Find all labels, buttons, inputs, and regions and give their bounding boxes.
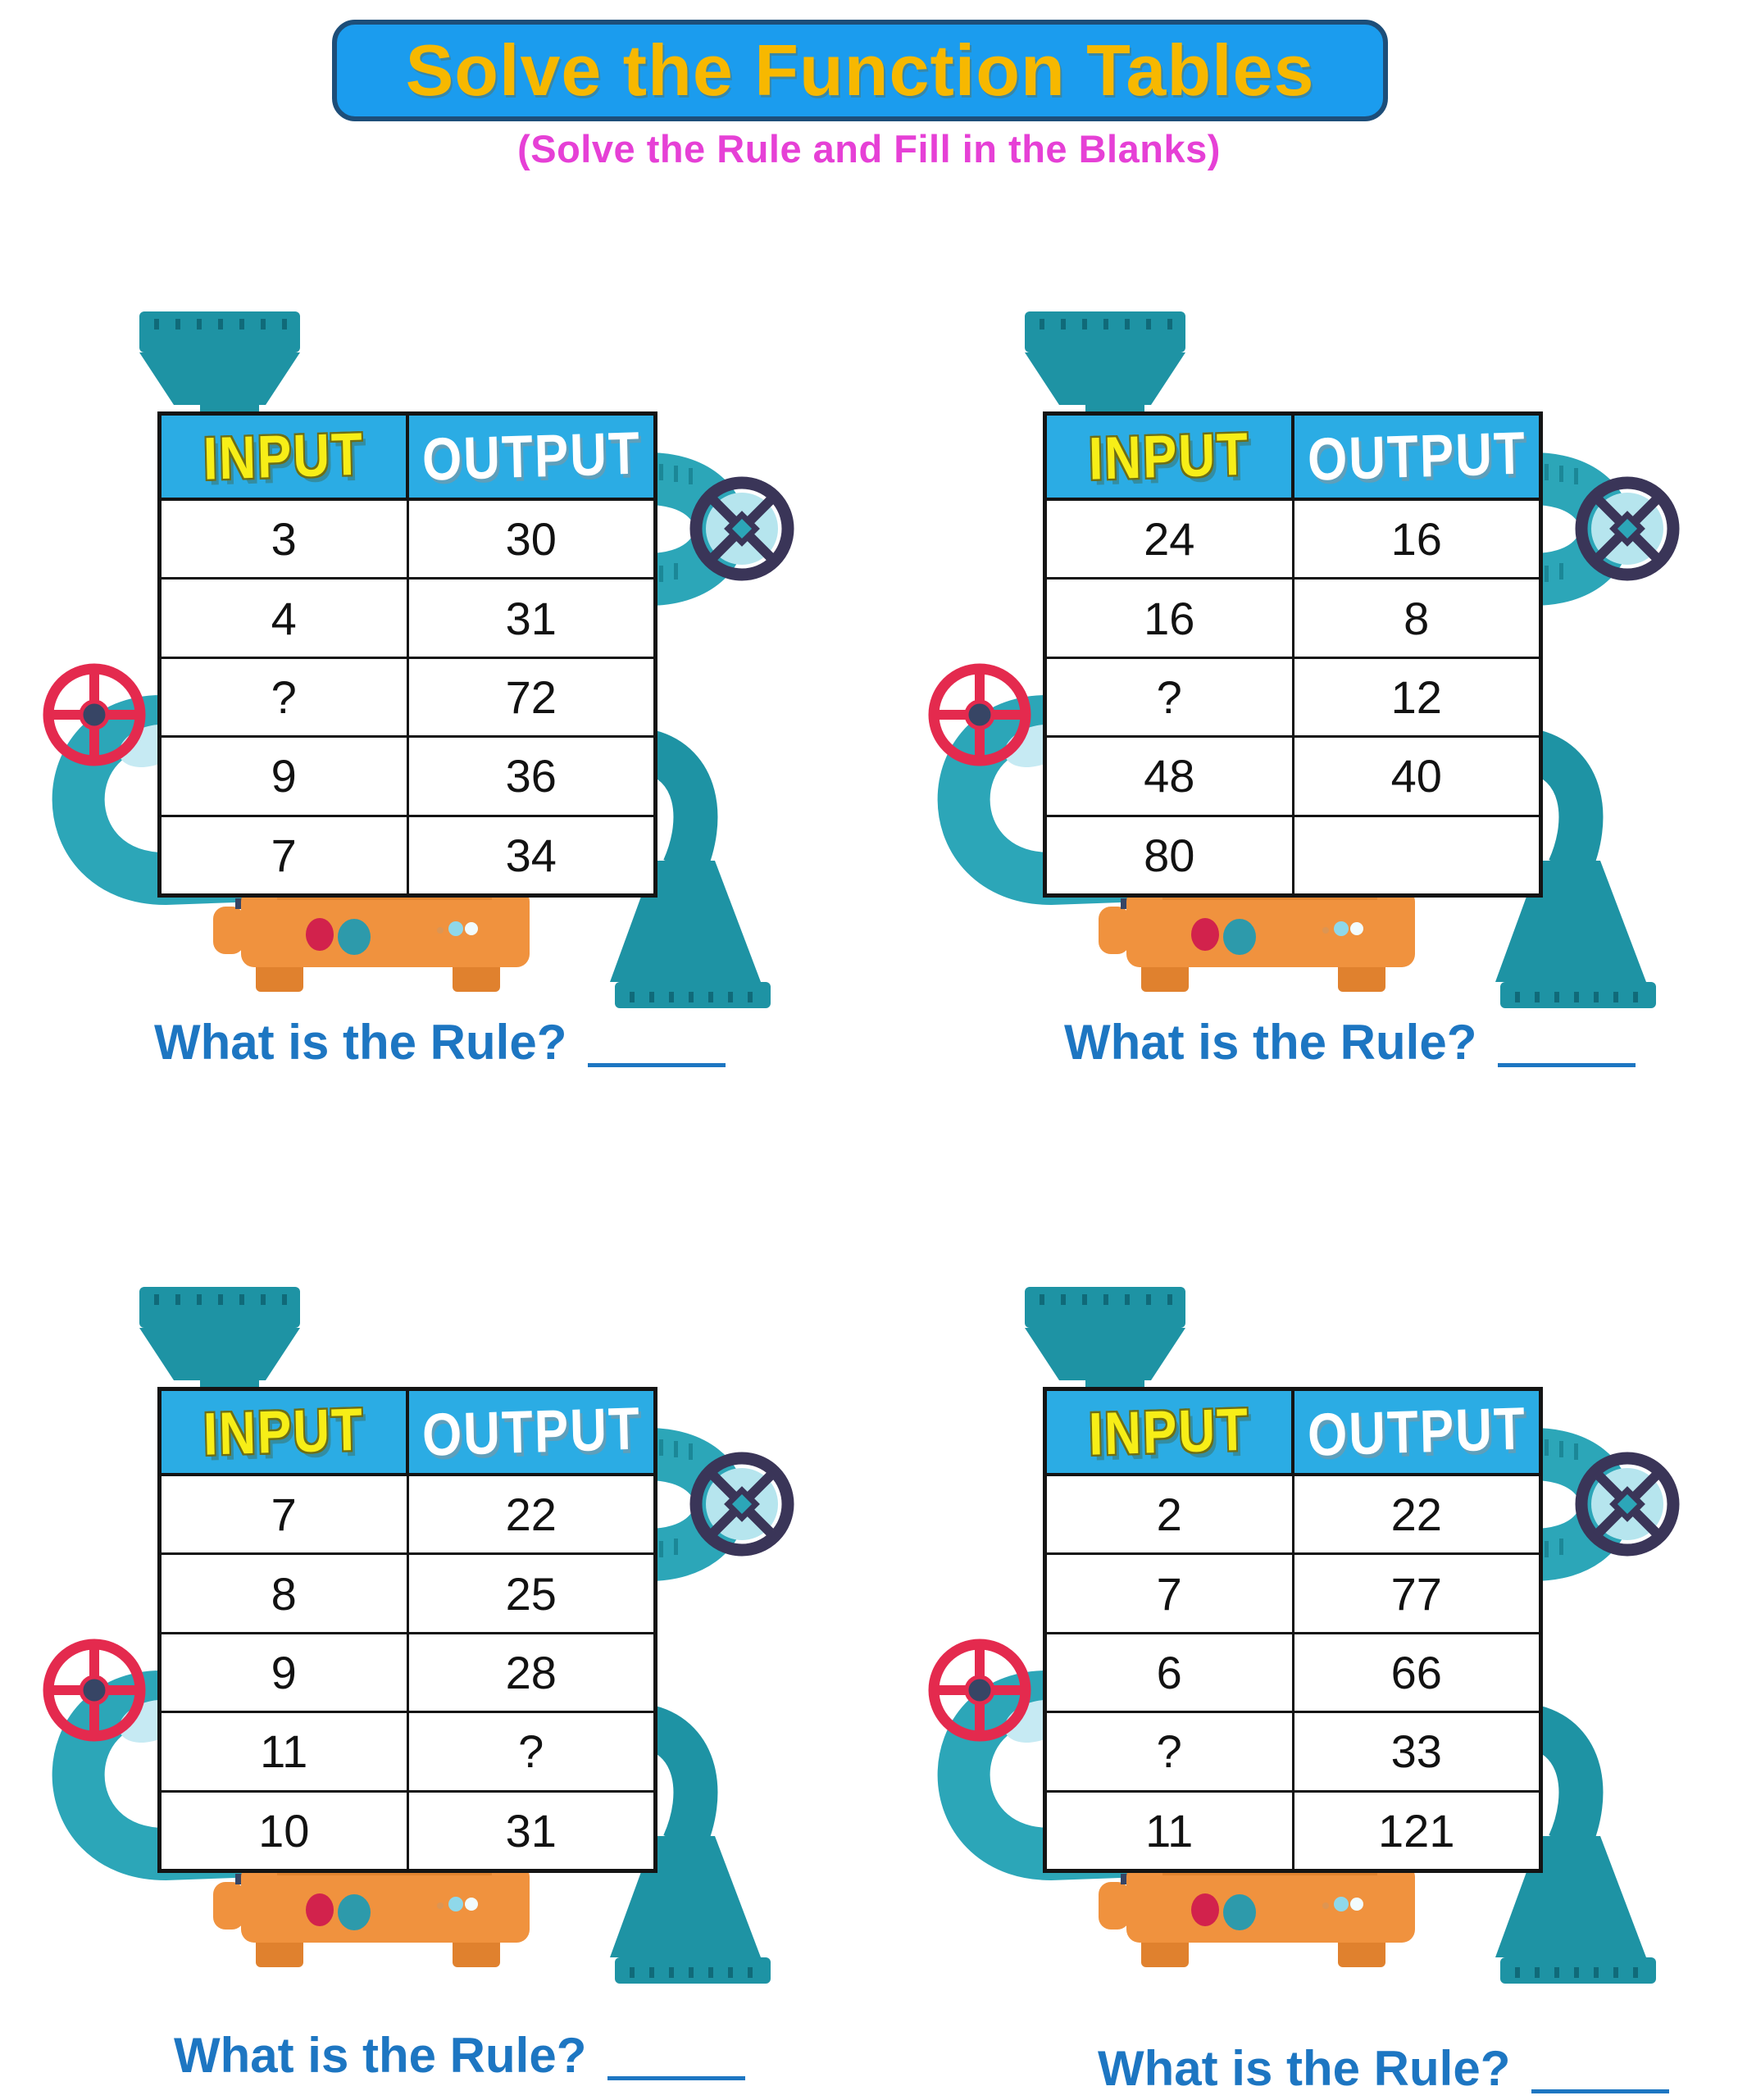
input-cell: 3	[162, 501, 409, 578]
input-cell: 7	[162, 1476, 409, 1553]
output-cell: 16	[1294, 501, 1539, 578]
rule-question-text: What is the Rule?	[1064, 1015, 1477, 1070]
rule-question-4: What is the Rule?	[1098, 2041, 1670, 2097]
rule-answer-blank[interactable]	[1531, 2080, 1670, 2093]
table-row: 3 30	[162, 501, 653, 580]
table-body: 2 22 7 77 6 66? 33 11 121	[1047, 1476, 1539, 1870]
rule-question-text: What is the Rule?	[154, 1015, 567, 1070]
output-cell: 8	[1294, 580, 1539, 657]
table-header-row: INPUT OUTPUT	[162, 416, 653, 501]
table-row: 24 16	[1047, 501, 1539, 580]
table-row: 11?	[162, 1713, 653, 1793]
input-cell: 7	[1047, 1555, 1294, 1632]
function-machine-4: INPUT OUTPUT 2 22 7 77 6 66? 33 11 121 What is t…	[912, 1280, 1715, 2100]
input-cell[interactable]: ?	[162, 658, 409, 736]
table-row: 16 8	[1047, 580, 1539, 659]
table-header-row: INPUT OUTPUT	[1047, 416, 1539, 501]
table-row: 6 66	[1047, 1634, 1539, 1714]
output-cell: 22	[1294, 1476, 1539, 1553]
page-subtitle: (Solve the Rule and Fill in the Blanks)	[517, 127, 1221, 170]
function-machine-2: INPUT OUTPUT 24 16 16 8? 12 48 40 80 What is th…	[912, 305, 1715, 1125]
input-cell: 7	[162, 816, 409, 894]
table-row: 48 40	[1047, 738, 1539, 817]
output-header: OUTPUT	[421, 420, 642, 493]
input-cell: 24	[1047, 501, 1294, 578]
input-header: INPUT	[1047, 1391, 1294, 1473]
input-cell: 16	[1047, 580, 1294, 657]
output-cell: 25	[408, 1555, 653, 1632]
table-header-row: INPUT OUTPUT	[162, 1391, 653, 1476]
output-cell: 66	[1294, 1634, 1539, 1711]
input-header: INPUT	[162, 1391, 409, 1473]
rule-answer-blank[interactable]	[1498, 1053, 1636, 1067]
table-body: 7 22 8 25 9 28 11? 10 31	[162, 1476, 653, 1870]
rule-question-2: What is the Rule?	[1064, 1015, 1636, 1070]
output-cell: 40	[1294, 738, 1539, 815]
function-table-3: INPUT OUTPUT 7 22 8 25 9 28 11? 10 31	[157, 1387, 657, 1873]
output-cell: 36	[408, 738, 653, 815]
output-cell: 28	[408, 1634, 653, 1711]
rule-question-1: What is the Rule?	[154, 1015, 726, 1070]
table-row: 80	[1047, 816, 1539, 894]
function-table-1: INPUT OUTPUT 3 30 4 31? 72 9 36 7 34	[157, 411, 657, 898]
input-cell: 11	[1047, 1792, 1294, 1870]
table-row: 8 25	[162, 1555, 653, 1634]
table-row: 7 77	[1047, 1555, 1539, 1634]
input-cell: 9	[162, 1634, 409, 1711]
table-row: 10 31	[162, 1792, 653, 1870]
output-cell: 33	[1294, 1713, 1539, 1790]
output-cell: 34	[408, 816, 653, 894]
table-row: 9 36	[162, 738, 653, 817]
page-title: Solve the Function Tables	[405, 30, 1315, 111]
table-body: 24 16 16 8? 12 48 40 80	[1047, 501, 1539, 894]
output-header: OUTPUT	[421, 1395, 642, 1469]
table-row: ? 33	[1047, 1713, 1539, 1793]
input-cell: 2	[1047, 1476, 1294, 1553]
input-cell: 48	[1047, 738, 1294, 815]
rule-question-text: What is the Rule?	[1098, 2041, 1511, 2096]
table-row: ? 12	[1047, 658, 1539, 739]
input-cell: 11	[162, 1713, 409, 1790]
function-machine-3: INPUT OUTPUT 7 22 8 25 9 28 11? 10 31 What is th…	[26, 1280, 830, 2100]
output-cell: 72	[408, 658, 653, 736]
output-cell: 31	[408, 580, 653, 657]
output-cell: 22	[408, 1476, 653, 1553]
rule-question-3: What is the Rule?	[174, 2028, 746, 2084]
input-cell: 9	[162, 738, 409, 815]
rule-question-text: What is the Rule?	[174, 2028, 587, 2083]
table-row: 7 22	[162, 1476, 653, 1556]
output-header: OUTPUT	[1306, 420, 1527, 493]
input-cell: 6	[1047, 1634, 1294, 1711]
input-cell: 4	[162, 580, 409, 657]
title-banner: Solve the Function Tables	[332, 20, 1388, 121]
table-row: 11 121	[1047, 1792, 1539, 1870]
output-cell[interactable]: ?	[408, 1713, 653, 1790]
table-row: ? 72	[162, 658, 653, 739]
table-row: 2 22	[1047, 1476, 1539, 1556]
output-cell: 31	[408, 1792, 653, 1870]
rule-answer-blank[interactable]	[607, 2066, 746, 2080]
rule-answer-blank[interactable]	[588, 1053, 726, 1067]
function-table-2: INPUT OUTPUT 24 16 16 8? 12 48 40 80	[1043, 411, 1543, 898]
input-header: INPUT	[162, 416, 409, 498]
input-cell[interactable]: ?	[1047, 1713, 1294, 1790]
input-cell[interactable]: ?	[1047, 658, 1294, 736]
output-cell: 77	[1294, 1555, 1539, 1632]
input-cell: 10	[162, 1792, 409, 1870]
output-cell: 121	[1294, 1792, 1539, 1870]
output-cell: 12	[1294, 658, 1539, 736]
table-row: 9 28	[162, 1634, 653, 1714]
function-machine-1: INPUT OUTPUT 3 30 4 31? 72 9 36 7 34 What is the…	[26, 305, 830, 1125]
table-body: 3 30 4 31? 72 9 36 7 34	[162, 501, 653, 894]
table-row: 7 34	[162, 816, 653, 894]
table-header-row: INPUT OUTPUT	[1047, 1391, 1539, 1476]
output-cell[interactable]	[1294, 816, 1539, 894]
input-cell: 80	[1047, 816, 1294, 894]
input-header: INPUT	[1047, 416, 1294, 498]
function-table-4: INPUT OUTPUT 2 22 7 77 6 66? 33 11 121	[1043, 1387, 1543, 1873]
input-cell: 8	[162, 1555, 409, 1632]
output-cell: 30	[408, 501, 653, 578]
output-header: OUTPUT	[1306, 1395, 1527, 1469]
table-row: 4 31	[162, 580, 653, 659]
